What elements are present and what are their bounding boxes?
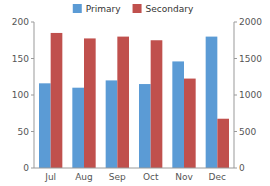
legend-label: Primary <box>86 4 121 14</box>
y-tick-label: 50 <box>18 127 30 137</box>
y2-tick <box>234 58 237 59</box>
bar <box>139 84 151 168</box>
legend: Primary Secondary <box>73 4 194 14</box>
y-tick <box>31 168 34 169</box>
y-tick <box>31 58 34 59</box>
y-tick-label: 0 <box>23 163 29 173</box>
y-tick-label: 150 <box>12 54 29 64</box>
bar <box>39 83 51 168</box>
bar <box>117 37 129 168</box>
y2-tick-label: 1500 <box>239 54 262 64</box>
bar <box>51 33 63 168</box>
y-tick <box>31 131 34 132</box>
y-tick-label: 100 <box>12 90 29 100</box>
legend-swatch <box>133 4 142 13</box>
x-tick-label: Aug <box>75 172 93 182</box>
y2-tick-label: 500 <box>239 127 256 137</box>
y-tick-label: 200 <box>12 17 29 27</box>
x-tick-label: Oct <box>143 172 159 182</box>
chart: 0501001502000500100015002000JulAugSepOct… <box>0 0 270 186</box>
y2-tick-label: 0 <box>239 163 245 173</box>
y2-tick <box>234 131 237 132</box>
bar <box>72 88 84 168</box>
bar <box>184 79 196 168</box>
bar <box>206 37 218 168</box>
bar <box>151 40 163 168</box>
legend-label: Secondary <box>146 4 194 14</box>
x-tick-label: Jul <box>44 172 56 182</box>
y-tick <box>31 22 34 23</box>
y2-tick <box>234 168 237 169</box>
bar <box>217 119 229 168</box>
bar <box>106 80 118 168</box>
y2-tick <box>234 22 237 23</box>
background <box>0 0 270 186</box>
x-tick-label: Nov <box>175 172 193 182</box>
y2-tick <box>234 95 237 96</box>
y2-tick-label: 2000 <box>239 17 262 27</box>
x-tick-label: Dec <box>209 172 226 182</box>
bars <box>39 33 229 168</box>
bar <box>84 38 96 168</box>
legend-swatch <box>73 4 82 13</box>
x-axis <box>34 168 234 169</box>
bar <box>172 61 184 168</box>
x-tick-label: Sep <box>109 172 126 182</box>
y2-tick-label: 1000 <box>239 90 262 100</box>
y-tick <box>31 95 34 96</box>
